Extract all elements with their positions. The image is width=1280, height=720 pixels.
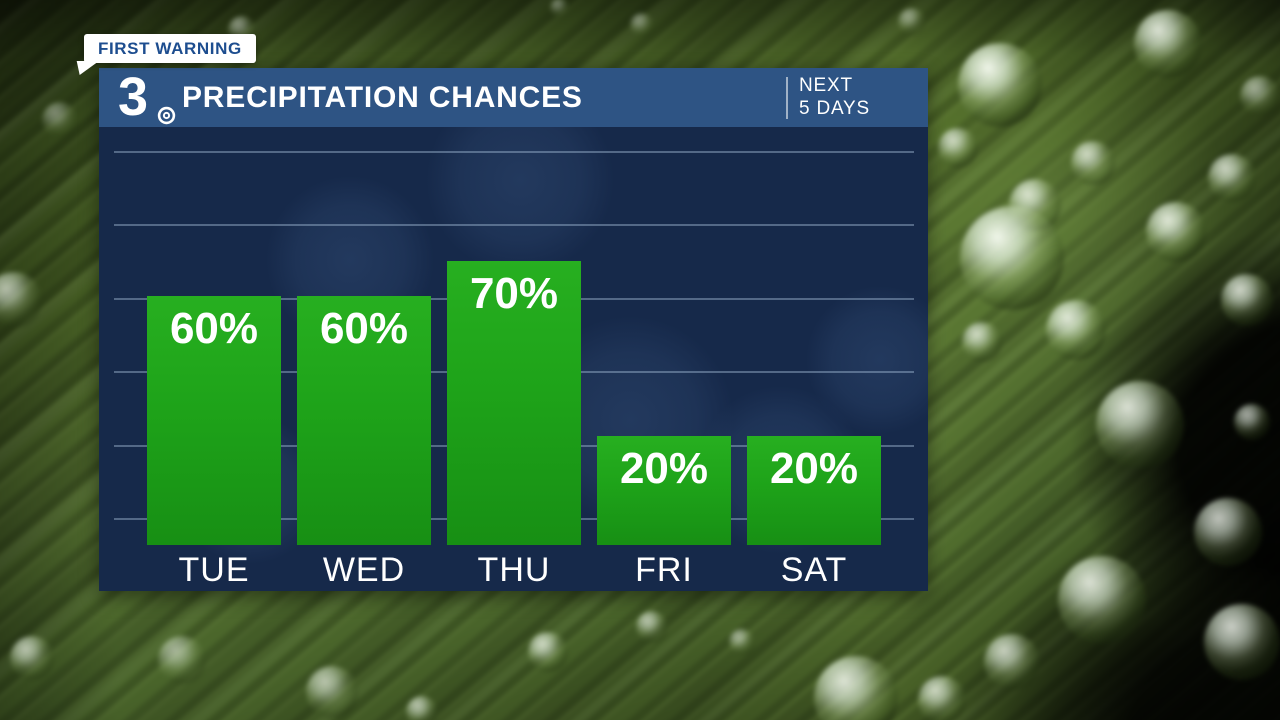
water-droplet xyxy=(1221,274,1273,326)
water-droplet xyxy=(42,102,78,138)
bar-fri: 20% xyxy=(597,436,731,545)
water-droplet xyxy=(1071,141,1115,185)
water-droplet xyxy=(1058,556,1146,644)
water-droplet xyxy=(1146,202,1206,262)
period-line-2: 5 DAYS xyxy=(799,97,870,119)
bar-thu: 70% xyxy=(447,261,581,545)
bar-tue: 60% xyxy=(147,296,281,545)
logo-numeral: 3 xyxy=(118,66,149,127)
station-3-logo: 3 xyxy=(118,70,176,124)
water-droplet xyxy=(984,634,1040,690)
panel-droplet-ghost xyxy=(805,285,928,435)
water-droplet xyxy=(958,43,1042,127)
period-line-1: NEXT xyxy=(799,75,853,97)
water-droplet xyxy=(528,632,568,672)
gridline xyxy=(114,224,914,226)
water-droplet xyxy=(962,322,1002,362)
panel-droplet-ghost xyxy=(425,127,615,275)
day-label-tue: TUE xyxy=(178,551,250,589)
first-warning-badge: FIRST WARNING xyxy=(76,34,256,75)
water-droplet xyxy=(960,206,1064,310)
period-text: NEXT 5 DAYS xyxy=(799,75,870,120)
water-droplet xyxy=(1208,154,1256,202)
water-droplet xyxy=(630,13,654,37)
bar-value-label: 60% xyxy=(169,304,259,353)
panel-title: PRECIPITATION CHANCES xyxy=(182,80,583,114)
water-droplet xyxy=(306,666,358,718)
water-droplet xyxy=(1134,10,1202,78)
water-droplet xyxy=(729,629,755,655)
day-label-fri: FRI xyxy=(635,551,693,589)
panel-header: 3 PRECIPITATION CHANCES NEXT 5 DAYS xyxy=(99,68,928,127)
day-label-thu: THU xyxy=(477,551,551,589)
first-warning-label: FIRST WARNING xyxy=(98,39,242,58)
water-droplet xyxy=(406,696,438,720)
water-droplet xyxy=(814,656,898,720)
gridline xyxy=(114,151,914,153)
cbs-eye-icon xyxy=(157,106,176,124)
bar-wed: 60% xyxy=(297,296,431,545)
water-droplet xyxy=(636,611,668,643)
water-droplet xyxy=(1234,404,1270,440)
bar-chart: 60% TUE 60% WED 70% THU 20% FRI 20% SAT xyxy=(99,127,928,591)
bar-sat: 20% xyxy=(747,436,881,545)
water-droplet xyxy=(938,128,978,168)
bar-value-label: 60% xyxy=(319,304,409,353)
period-separator xyxy=(786,76,789,119)
day-label-sat: SAT xyxy=(780,551,848,589)
water-droplet xyxy=(1194,498,1262,566)
water-droplet xyxy=(1204,604,1280,680)
day-label-wed: WED xyxy=(322,551,406,589)
water-droplet xyxy=(898,8,926,36)
bar-value-label: 70% xyxy=(469,269,559,318)
water-droplet xyxy=(1046,300,1106,360)
water-droplet xyxy=(918,676,966,720)
bar-value-label: 20% xyxy=(619,444,709,493)
water-droplet xyxy=(550,0,570,18)
precipitation-panel: 3 PRECIPITATION CHANCES NEXT 5 DAYS 60% T… xyxy=(99,68,928,591)
water-droplet xyxy=(10,636,54,680)
water-droplet xyxy=(158,636,206,684)
period-block: NEXT 5 DAYS xyxy=(786,75,870,120)
water-droplet xyxy=(1240,76,1280,116)
water-droplet xyxy=(1096,381,1184,469)
bar-value-label: 20% xyxy=(769,444,859,493)
